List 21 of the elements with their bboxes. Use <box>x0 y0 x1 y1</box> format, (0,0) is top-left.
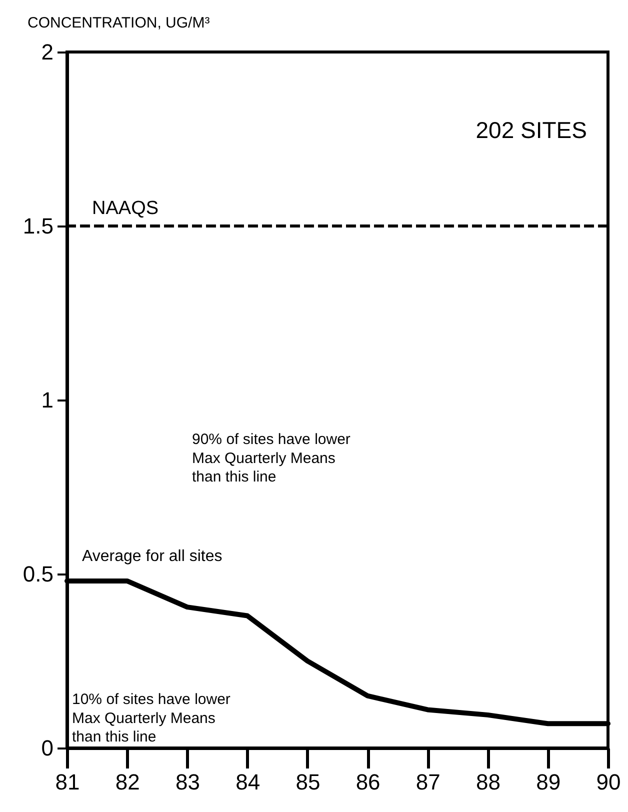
x-tick-label: 87 <box>416 770 440 794</box>
ref-line-label: NAAQS <box>92 198 159 219</box>
annotation: 202 SITES <box>476 117 587 143</box>
y-tick-label: 1 <box>41 388 54 412</box>
y-tick-label: 2 <box>41 40 54 64</box>
annotation: 90% of sites have lower Max Quarterly Means than this line <box>192 431 350 486</box>
x-tick-label: 85 <box>296 770 320 794</box>
x-tick-label: 82 <box>115 770 140 794</box>
x-tick-label: 83 <box>175 770 200 794</box>
y-tick-label: 0.5 <box>22 562 54 586</box>
x-tick-label: 89 <box>536 770 561 794</box>
annotation: Average for all sites <box>82 548 222 565</box>
y-tick-label: 0 <box>41 736 54 760</box>
y-axis-title: CONCENTRATION, UG/M³ <box>28 14 210 32</box>
x-tick-label: 81 <box>55 770 80 794</box>
y-tick-label: 1.5 <box>22 214 54 238</box>
x-tick-label: 86 <box>356 770 380 794</box>
annotation: 10% of sites have lower Max Quarterly Means than this line <box>72 691 230 746</box>
x-tick-label: 90 <box>596 770 621 794</box>
x-tick-label: 84 <box>236 770 260 794</box>
x-tick-label: 88 <box>476 770 501 794</box>
